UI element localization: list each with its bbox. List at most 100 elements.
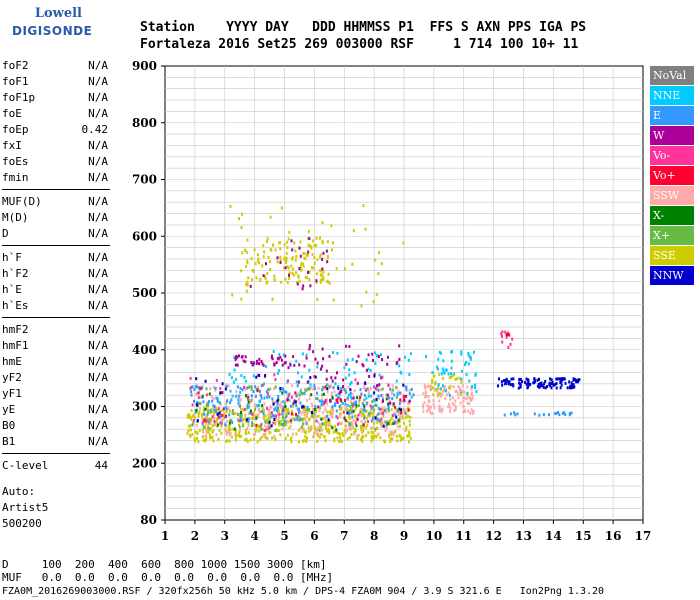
echo-point-ssw: [213, 417, 216, 420]
echo-point-ssw: [247, 393, 249, 397]
echo-point-ssw: [271, 399, 274, 403]
echo-point-ssw: [389, 430, 392, 434]
echo-point-e: [346, 396, 349, 400]
echo-point-sse: [370, 426, 373, 430]
echo-point-sse: [209, 427, 212, 431]
echo-point-nne: [448, 394, 451, 397]
echo-point-nnw: [572, 383, 575, 387]
echo-point-nne: [282, 353, 285, 357]
echo-point-nnw: [255, 375, 258, 379]
echo-point-ssw: [380, 424, 383, 428]
echo-point-sse: [395, 407, 397, 411]
echo-point-ssw: [292, 405, 294, 408]
echo-point-ssw: [449, 397, 452, 401]
echo-point-vominus: [260, 423, 263, 427]
echo-point-ssw: [214, 388, 217, 392]
echo-point-sse: [329, 424, 332, 428]
echo-point-nnw: [538, 377, 540, 381]
echo-point-ssw: [427, 405, 430, 409]
echo-point-sse: [375, 426, 378, 430]
echo-point-ssw: [422, 409, 425, 413]
echo-point-vominus: [201, 421, 204, 425]
echo-point-ssw: [372, 426, 375, 430]
echo-point-xminus: [356, 396, 358, 400]
echo-point-e: [365, 402, 368, 406]
echo-point-nnw: [559, 386, 562, 390]
echo-point-w: [306, 380, 309, 384]
echo-point-sse: [242, 418, 245, 422]
echo-point-ssw: [430, 405, 432, 409]
echo-point-vominus: [354, 378, 357, 382]
echo-point-xplus: [308, 408, 311, 412]
echo-point-e: [226, 399, 228, 403]
echo-point-ssw: [206, 424, 209, 428]
echo-point-nnw: [536, 384, 539, 388]
echo-point-nne: [348, 368, 351, 372]
echo-point-xplus: [242, 424, 245, 428]
echo-point-ssw: [448, 402, 451, 406]
echo-point-sse: [262, 255, 265, 258]
echo-point-ssw: [249, 400, 252, 404]
echo-point-e: [260, 396, 263, 400]
echo-point-e: [211, 399, 214, 403]
echo-point-ssw: [313, 419, 316, 423]
echo-point-ssw: [355, 414, 358, 418]
echo-point-nnw: [398, 407, 401, 411]
echo-point-sse: [354, 427, 357, 431]
echo-point-e: [363, 416, 366, 420]
echo-point-sse: [328, 419, 331, 423]
echo-point-nne: [276, 402, 279, 406]
echo-point-sse: [235, 433, 238, 437]
echo-point-sse: [256, 424, 259, 428]
echo-point-sse: [245, 282, 248, 286]
echo-point-nne: [231, 394, 234, 398]
param-label: h`F: [2, 251, 22, 264]
echo-point-e: [259, 389, 261, 393]
echo-point-e: [281, 423, 284, 426]
echo-point-ssw: [372, 413, 375, 417]
echo-point-sse: [287, 408, 290, 412]
echo-point-sse: [191, 414, 194, 418]
echo-point-sse: [313, 244, 316, 247]
echo-point-vominus: [192, 419, 195, 423]
echo-point-ssw: [397, 413, 400, 416]
echo-point-ssw: [270, 405, 273, 409]
echo-point-nnw: [563, 377, 566, 381]
echo-point-ssw: [214, 422, 217, 426]
echo-point-sse: [338, 432, 341, 436]
echo-point-nne: [374, 351, 377, 355]
echo-point-sse: [364, 420, 367, 424]
echo-point-sse: [209, 436, 212, 440]
echo-point-sse: [208, 428, 211, 432]
param-value: N/A: [88, 355, 108, 368]
echo-point-sse: [287, 266, 290, 270]
echo-point-w: [362, 364, 365, 368]
echo-point-vominus: [247, 398, 250, 401]
param-label: h`F2: [2, 267, 29, 280]
echo-point-sse: [310, 425, 313, 429]
echo-point-xplus: [357, 404, 360, 407]
echo-point-sse: [379, 422, 382, 426]
echo-point-e: [202, 400, 205, 404]
echo-point-voplus: [222, 407, 225, 411]
param-value: N/A: [88, 211, 108, 224]
echo-point-sse: [266, 239, 268, 243]
echo-point-sse: [189, 415, 192, 419]
echo-point-e: [391, 397, 394, 401]
echo-point-vominus: [325, 398, 328, 402]
echo-point-e: [262, 411, 265, 415]
echo-point-nnw: [273, 418, 276, 421]
param-value: N/A: [88, 107, 108, 120]
echo-point-ssw: [296, 407, 299, 411]
echo-point-w: [309, 344, 312, 348]
echo-point-xplus: [373, 416, 375, 420]
echo-point-sse: [274, 248, 277, 252]
echo-point-ssw: [300, 412, 303, 416]
echo-point-sse: [328, 410, 331, 414]
echo-point-ssw: [377, 432, 380, 436]
echo-point-e: [296, 384, 299, 388]
param-label: B0: [2, 419, 16, 432]
echo-point-voplus: [256, 389, 259, 393]
echo-point-ssw: [347, 385, 350, 389]
echo-point-sse: [209, 434, 211, 438]
